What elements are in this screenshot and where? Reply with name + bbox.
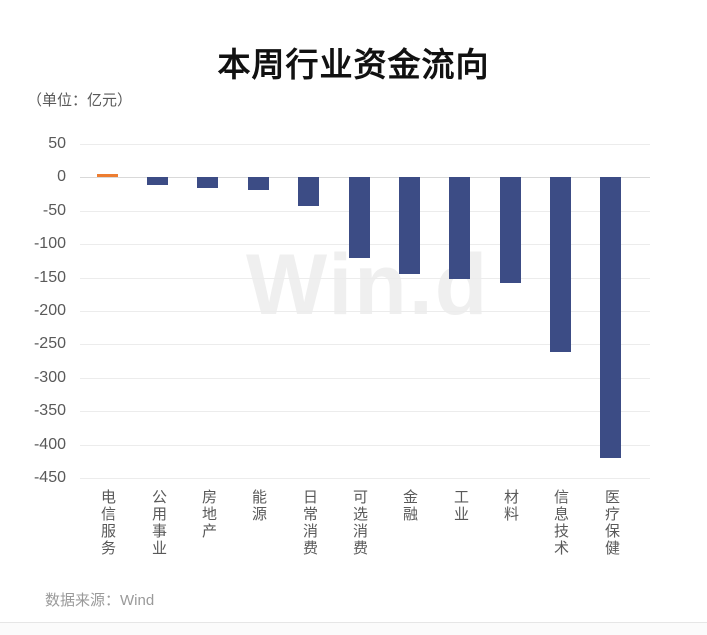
y-tick-label: -450 [33, 469, 66, 486]
gridline [80, 445, 650, 446]
gridline [80, 344, 650, 345]
gridline [80, 478, 650, 479]
chart-title: 本周行业资金流向 [217, 46, 490, 83]
bar [97, 174, 118, 177]
y-tick-label: 50 [48, 135, 66, 152]
bar [197, 177, 218, 188]
gridline [80, 411, 650, 412]
x-category-label: 材料 [502, 489, 519, 523]
y-tick-label: -150 [33, 269, 66, 286]
y-tick-label: -50 [42, 202, 66, 219]
x-category-label: 医疗保健 [603, 489, 620, 557]
x-category-label: 可选消费 [351, 489, 368, 557]
bar [600, 177, 621, 458]
y-tick-label: 0 [57, 168, 66, 185]
footer-divider [0, 622, 707, 623]
y-tick-label: -350 [33, 402, 66, 419]
gridline [80, 278, 650, 279]
data-source: 数据来源：Wind [45, 592, 155, 609]
footer-strip [0, 623, 707, 635]
x-category-label: 公用事业 [150, 489, 167, 557]
y-tick-label: -200 [33, 302, 66, 319]
unit-label: （单位：亿元） [27, 92, 133, 109]
x-category-label: 金融 [401, 489, 418, 523]
bar [349, 177, 370, 258]
bar [248, 177, 269, 190]
y-tick-label: -400 [33, 436, 66, 453]
y-tick-label: -100 [33, 235, 66, 252]
bar [399, 177, 420, 274]
gridline [80, 378, 650, 379]
x-category-label: 信息技术 [552, 489, 569, 557]
bar [449, 177, 470, 279]
bar [500, 177, 521, 283]
bar [147, 177, 168, 185]
x-category-label: 能源 [250, 489, 267, 523]
x-category-label: 日常消费 [301, 489, 318, 557]
y-tick-label: -250 [33, 335, 66, 352]
bar [550, 177, 571, 352]
x-category-label: 工业 [452, 489, 469, 523]
bar [298, 177, 319, 206]
gridline [80, 311, 650, 312]
y-tick-label: -300 [33, 369, 66, 386]
x-category-label: 房地产 [200, 489, 217, 540]
gridline [80, 144, 650, 145]
x-category-label: 电信服务 [99, 489, 116, 557]
